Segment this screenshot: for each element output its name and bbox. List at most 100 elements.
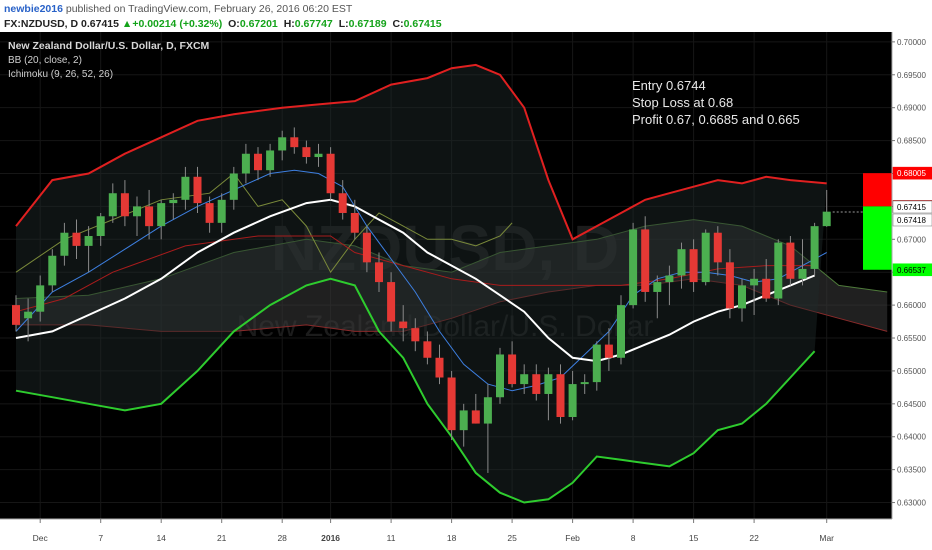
price-tick-3: 0.68500 <box>897 137 926 146</box>
high-value: 0.67747 <box>294 18 333 30</box>
candle-body-38 <box>471 410 480 424</box>
up-arrow-icon: ▲ <box>121 18 133 30</box>
price-tick-10: 0.65000 <box>897 367 926 376</box>
high-label: H: <box>283 18 295 30</box>
published-text: published on TradingView.com, February 2… <box>65 3 353 15</box>
indicator-lines <box>15 63 827 504</box>
candle-body-47 <box>580 382 589 385</box>
price-tick-6: 0.67000 <box>897 235 926 244</box>
author-link[interactable]: newbie2016 <box>4 3 63 15</box>
candle-body-0 <box>12 305 20 325</box>
bb-lower-line <box>15 277 816 504</box>
chart-legend: New Zealand Dollar/U.S. Dollar, D, FXCM … <box>8 40 210 80</box>
price-badge-bg-2 <box>892 200 932 214</box>
candle-body-1 <box>24 311 33 319</box>
candle-body-60 <box>738 285 746 309</box>
candle-body-29 <box>362 232 371 263</box>
candle-body-65 <box>798 268 807 279</box>
candle-body-40 <box>496 354 504 398</box>
candle-body-8 <box>108 193 117 217</box>
candle-body-61 <box>750 278 759 286</box>
candle-body-63 <box>774 242 783 299</box>
price-badge-bg-3 <box>892 213 932 227</box>
candle-body-51 <box>629 229 638 306</box>
candle-body-28 <box>350 212 359 233</box>
time-tick-5: 2016 <box>321 533 340 543</box>
candlesticks <box>12 127 831 473</box>
legend-title: New Zealand Dollar/U.S. Dollar, D, FXCM <box>8 40 210 52</box>
price-chart[interactable]: NZDUSD, D New Zealand Dollar/U.S. Dollar… <box>0 32 932 550</box>
candle-body-6 <box>84 236 93 246</box>
price-tick-2: 0.69000 <box>897 104 926 113</box>
candle-body-44 <box>544 374 553 394</box>
candle-body-53 <box>653 282 662 292</box>
candle-body-67 <box>822 211 831 227</box>
senkou-b-line <box>16 278 888 332</box>
stop-loss-zone[interactable] <box>863 173 892 207</box>
candle-body-18 <box>229 173 238 200</box>
symbol-label: FX:NZDUSD, D <box>4 18 79 30</box>
profit-target-zone[interactable] <box>863 206 892 270</box>
candle-body-9 <box>120 193 129 217</box>
legend-bb[interactable]: BB (20, close, 2) <box>8 55 82 66</box>
candle-body-13 <box>169 199 178 204</box>
candle-body-14 <box>181 176 190 200</box>
price-badge-bg-0 <box>892 166 932 180</box>
senkou-a-line <box>15 219 888 299</box>
annotation-entry: Entry 0.6744 <box>632 78 706 93</box>
time-tick-3: 21 <box>217 533 227 543</box>
candle-body-10 <box>133 206 141 217</box>
low-value: 0.67189 <box>348 18 387 30</box>
candle-body-36 <box>447 377 456 431</box>
candle-body-5 <box>72 232 81 246</box>
candle-body-66 <box>810 226 819 269</box>
candle-body-37 <box>459 410 468 431</box>
candle-body-22 <box>278 137 287 151</box>
last-price: 0.67415 <box>81 18 119 30</box>
time-tick-6: 11 <box>387 533 396 543</box>
candle-body-30 <box>375 262 383 283</box>
chikou-line <box>15 172 513 274</box>
time-tick-4: 28 <box>277 533 287 543</box>
candle-body-50 <box>617 305 625 358</box>
kijun-line <box>15 235 815 313</box>
candle-body-59 <box>725 262 734 309</box>
risk-reward-zones[interactable] <box>832 173 892 270</box>
trade-annotation: Entry 0.6744 Stop Loss at 0.68 Profit 0.… <box>632 78 800 127</box>
price-tick-12: 0.64000 <box>897 433 926 442</box>
candle-body-46 <box>568 384 577 417</box>
ohlc-line: FX:NZDUSD, D 0.67415 ▲+0.00214 (+0.32%) … <box>4 18 442 30</box>
bb-band-fill <box>16 64 827 503</box>
candle-body-19 <box>241 153 250 174</box>
price-badge-3: 0.67418 <box>897 216 926 225</box>
time-tick-10: 8 <box>631 533 636 543</box>
time-tick-13: Mar <box>819 533 834 543</box>
candle-body-42 <box>520 374 529 385</box>
candle-body-7 <box>96 216 105 237</box>
candle-body-56 <box>689 249 698 283</box>
time-tick-7: 18 <box>447 533 457 543</box>
candle-body-11 <box>145 206 154 227</box>
candle-body-15 <box>193 176 202 204</box>
open-label: O: <box>228 18 240 30</box>
price-badge-4: 0.66537 <box>897 266 926 275</box>
candle-body-4 <box>60 232 69 256</box>
time-tick-8: 25 <box>507 533 517 543</box>
candle-body-57 <box>701 232 710 283</box>
candle-body-25 <box>314 153 323 158</box>
time-tick-2: 14 <box>156 533 166 543</box>
annotation-stop: Stop Loss at 0.68 <box>632 95 733 110</box>
price-tick-11: 0.64500 <box>897 400 926 409</box>
candle-body-32 <box>399 321 408 329</box>
time-axis[interactable]: Dec 7 14 21 28 2016 11 18 25 Feb 8 15 22 Mar <box>0 518 892 543</box>
price-badge-bg-4 <box>892 263 932 277</box>
candle-body-23 <box>290 137 299 148</box>
price-tick-14: 0.63000 <box>897 499 926 508</box>
legend-ichimoku[interactable]: Ichimoku (9, 26, 52, 26) <box>8 69 113 80</box>
price-tick-0: 0.70000 <box>897 38 926 47</box>
ichimoku-cloud <box>15 219 888 332</box>
candle-body-49 <box>604 344 613 358</box>
close-value: 0.67415 <box>403 18 442 30</box>
annotation-profit: Profit 0.67, 0.6685 and 0.665 <box>632 112 800 127</box>
candle-body-34 <box>423 341 432 358</box>
